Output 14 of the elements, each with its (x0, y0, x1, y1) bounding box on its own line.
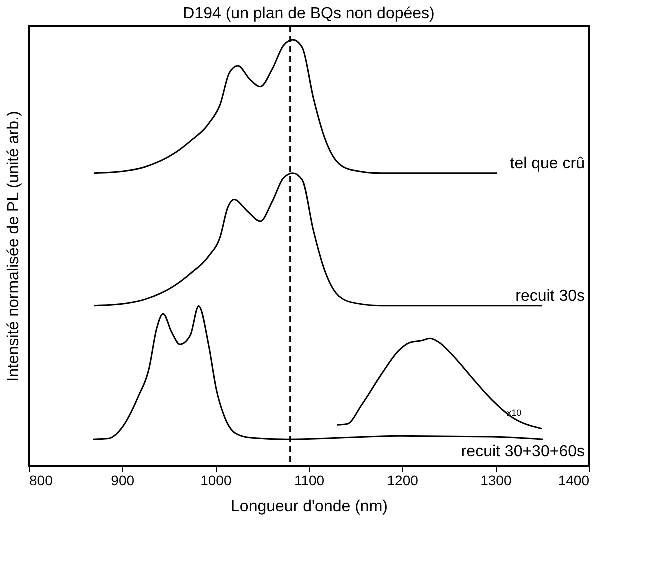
annotation: x10 (507, 408, 522, 418)
x-tick-label: 800 (30, 472, 54, 488)
chart-title: D194 (un plan de BQs non dopées) (183, 5, 435, 22)
series-label: tel que crû (510, 155, 585, 172)
x-tick-label: 900 (111, 472, 135, 488)
x-tick-label: 1100 (294, 472, 325, 488)
series-label: recuit 30+30+60s (461, 444, 585, 461)
x-tick-label: 1300 (480, 472, 512, 488)
series-label: recuit 30s (516, 288, 585, 305)
x-tick-label: 1200 (387, 472, 419, 488)
y-axis-title: Intensité normalisée de PL (unité arb.) (6, 111, 22, 382)
x-axis-title: Longueur d'onde (nm) (231, 498, 388, 516)
x-tick-label: 1400 (558, 472, 590, 488)
x-tick-label: 1000 (200, 472, 232, 488)
